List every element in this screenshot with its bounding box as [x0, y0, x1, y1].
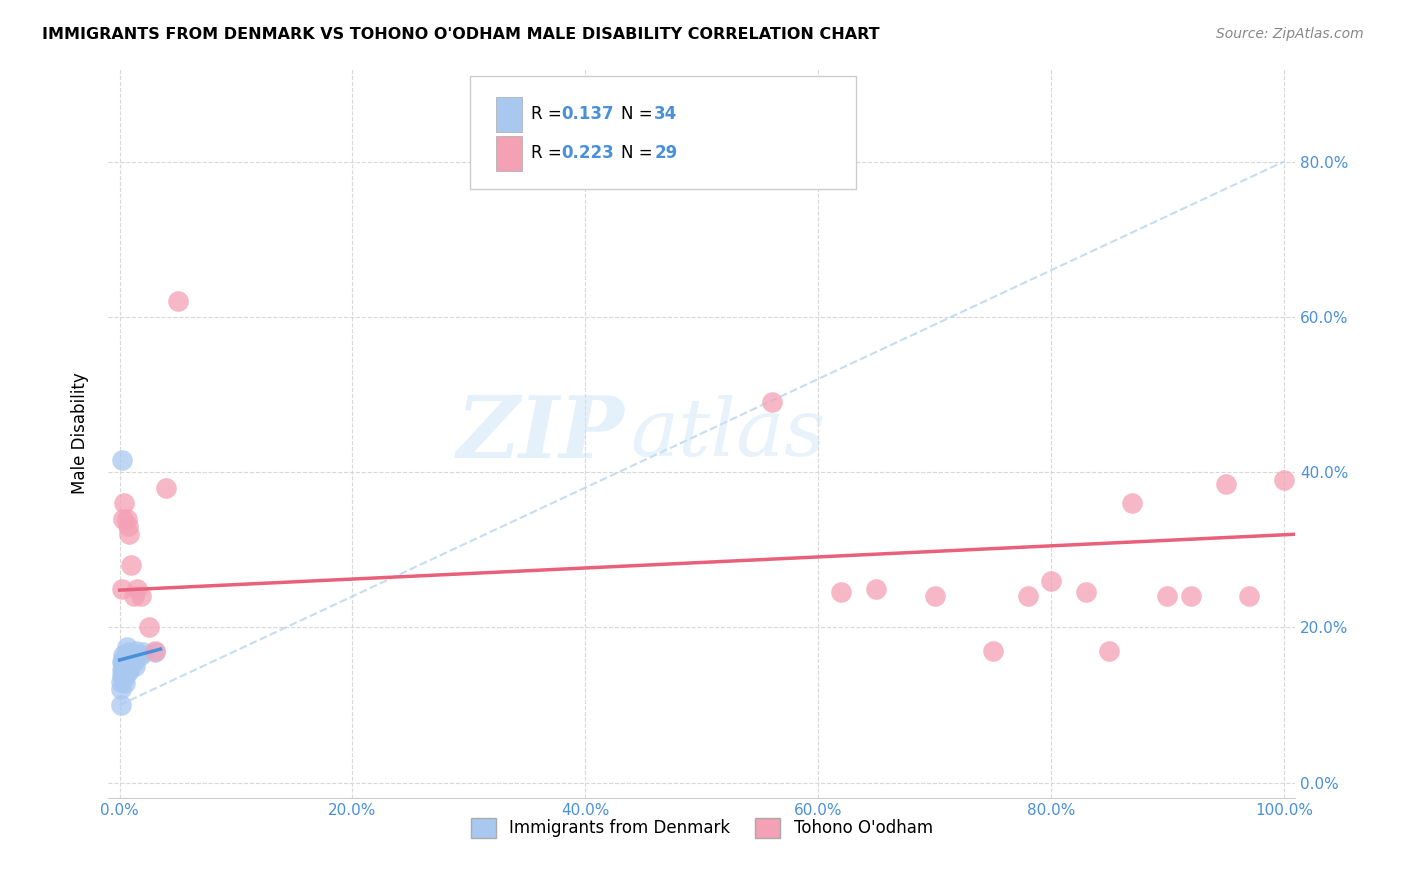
Point: [1215, 476, 1237, 491]
Bar: [496, 136, 523, 170]
Point: [1039, 574, 1062, 588]
Text: N =: N =: [621, 105, 658, 123]
Point: [112, 651, 135, 665]
Point: [117, 519, 139, 533]
Point: [112, 648, 135, 662]
Point: [112, 496, 135, 510]
Text: 0.223: 0.223: [561, 145, 614, 162]
Point: [111, 655, 134, 669]
Point: [1156, 590, 1178, 604]
Point: [132, 645, 155, 659]
Text: IMMIGRANTS FROM DENMARK VS TOHONO O'ODHAM MALE DISABILITY CORRELATION CHART: IMMIGRANTS FROM DENMARK VS TOHONO O'ODHA…: [42, 27, 880, 42]
Point: [112, 661, 135, 675]
Point: [1121, 496, 1143, 510]
Point: [115, 640, 138, 654]
Point: [166, 294, 188, 309]
Point: [129, 648, 152, 662]
Point: [121, 649, 143, 664]
Bar: [496, 97, 523, 132]
Point: [143, 645, 166, 659]
Point: [138, 620, 160, 634]
Point: [112, 653, 135, 667]
Point: [120, 651, 142, 665]
Point: [114, 665, 136, 679]
Point: [111, 582, 134, 596]
Text: 0.137: 0.137: [561, 105, 614, 123]
Text: ZIP: ZIP: [457, 392, 624, 475]
FancyBboxPatch shape: [470, 76, 856, 189]
Point: [124, 659, 146, 673]
Point: [127, 648, 149, 662]
Text: 34: 34: [654, 105, 678, 123]
Text: Source: ZipAtlas.com: Source: ZipAtlas.com: [1216, 27, 1364, 41]
Point: [830, 585, 852, 599]
Point: [1098, 643, 1121, 657]
Point: [127, 582, 149, 596]
Point: [111, 663, 134, 677]
Point: [115, 512, 138, 526]
Point: [865, 582, 887, 596]
Point: [110, 698, 132, 712]
Point: [122, 590, 145, 604]
Point: [118, 527, 141, 541]
Point: [143, 643, 166, 657]
Text: N =: N =: [621, 145, 658, 162]
Point: [761, 395, 783, 409]
Point: [1074, 585, 1097, 599]
Point: [114, 657, 136, 672]
Text: R =: R =: [530, 105, 567, 123]
Point: [111, 453, 134, 467]
Point: [1180, 590, 1202, 604]
Text: 29: 29: [654, 145, 678, 162]
Point: [981, 643, 1004, 657]
Point: [118, 653, 141, 667]
Point: [155, 481, 177, 495]
Point: [112, 667, 135, 681]
Point: [115, 655, 138, 669]
Point: [111, 668, 134, 682]
Point: [114, 676, 136, 690]
Point: [120, 655, 142, 669]
Point: [120, 558, 142, 573]
Point: [112, 671, 135, 685]
Point: [110, 682, 132, 697]
Point: [1017, 590, 1039, 604]
Point: [112, 659, 135, 673]
Text: R =: R =: [530, 145, 567, 162]
Point: [110, 674, 132, 689]
Point: [1237, 590, 1260, 604]
Point: [924, 590, 946, 604]
Point: [125, 643, 148, 657]
Point: [112, 512, 135, 526]
Point: [129, 590, 152, 604]
Text: atlas: atlas: [630, 394, 825, 472]
Point: [117, 665, 139, 680]
Point: [118, 663, 141, 677]
Point: [117, 645, 139, 659]
Point: [1272, 473, 1295, 487]
Point: [115, 649, 138, 664]
Legend: Immigrants from Denmark, Tohono O'odham: Immigrants from Denmark, Tohono O'odham: [464, 811, 939, 845]
Point: [122, 655, 145, 669]
Y-axis label: Male Disability: Male Disability: [72, 373, 89, 494]
